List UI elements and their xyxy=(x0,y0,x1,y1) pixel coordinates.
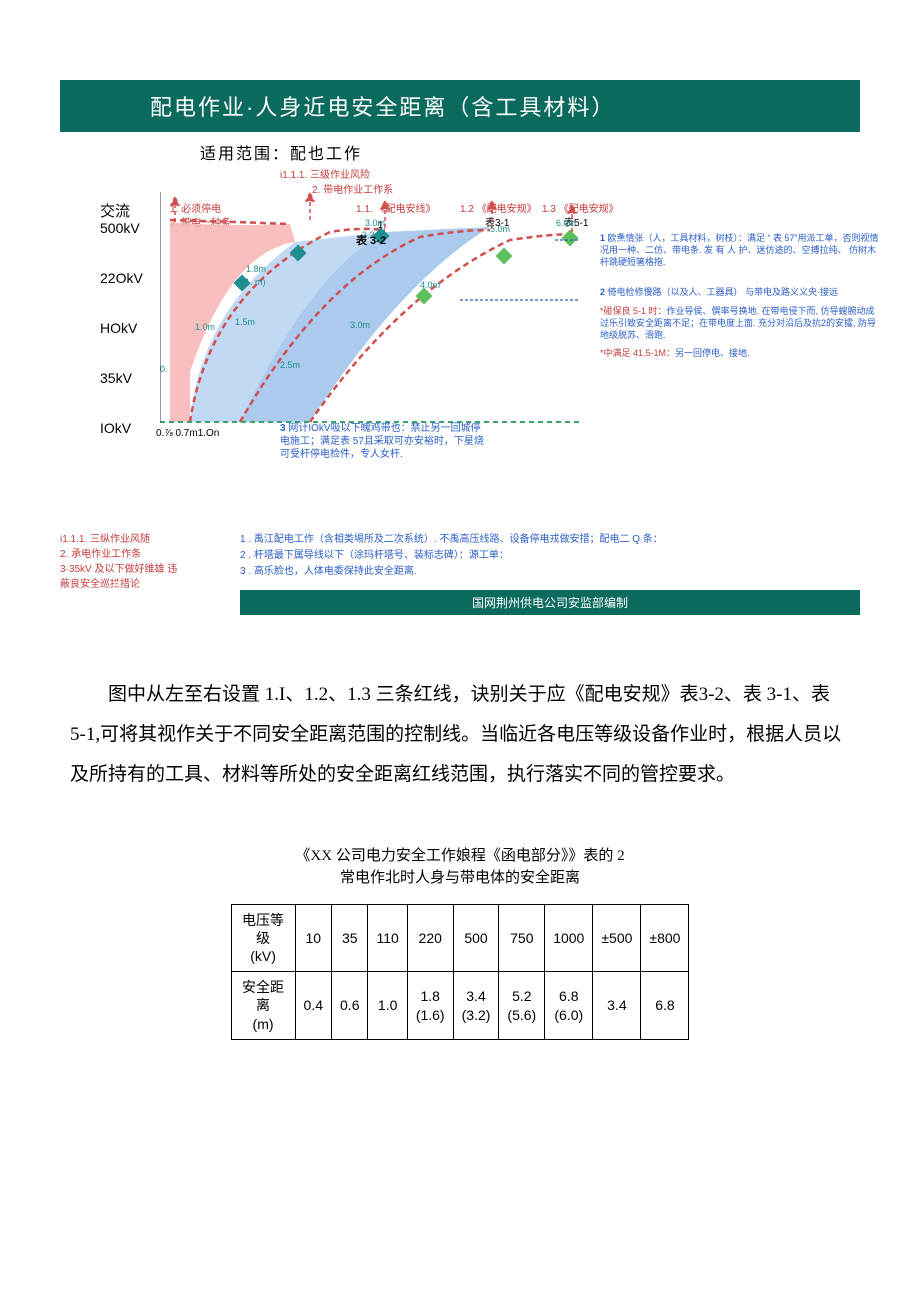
table-cell: ±800 xyxy=(641,904,689,972)
table-cell: 0.6 xyxy=(332,972,368,1040)
row1-label: 电压等级 (kV) xyxy=(231,904,295,972)
arrow-tag-2: 1 xyxy=(378,220,383,230)
safety-distance-chart: 交流 500kV 22OkV HOkV 35kV IOkV i1.1.1. 三级… xyxy=(60,172,860,502)
table-cell: 0.4 xyxy=(295,972,331,1040)
y-label-500: 500kV xyxy=(100,220,140,236)
val-18: 1.8m xyxy=(246,264,266,274)
table-cell: 500 xyxy=(453,904,499,972)
y-label-10: IOkV xyxy=(100,420,131,436)
body-paragraph: 图中从左至右设置 1.I、1.2、1.3 三条红线，诀别关于应《配电安规》表3-… xyxy=(60,675,860,795)
footer-right: 1 . 禹江配电工作（含相类埸所及二次系统）. 不禹高压线路、设备停电戎做安措；… xyxy=(240,532,860,580)
table-cell: 110 xyxy=(368,904,407,972)
table-row: 电压等级 (kV) 10 35 110 220 500 750 1000 ±50… xyxy=(231,904,689,972)
table-cell: 750 xyxy=(499,904,545,972)
table-cell: ±500 xyxy=(593,904,641,972)
x-ticks: 0.⅞ 0.7m1.On xyxy=(156,428,219,439)
center-32: 表 3-2 xyxy=(356,232,386,248)
table-cell: 6.8 (6.0) xyxy=(545,972,593,1040)
footer-left: i1.1.1. 三纵作业风随 2. 承电作业工作条 3·35kV 及以下做好维雄… xyxy=(60,532,230,592)
y-axis-title: 交流 xyxy=(100,200,130,221)
val-25: 2.5m xyxy=(280,360,300,370)
table-cell: 3.4 (3.2) xyxy=(453,972,499,1040)
footer-block: i1.1.1. 三纵作业风随 2. 承电作业工作条 3·35kV 及以下做好维雄… xyxy=(60,532,860,615)
dot-0: 0. xyxy=(160,364,168,374)
table-cell: 1.0 xyxy=(368,972,407,1040)
table-cell: 35 xyxy=(332,904,368,972)
table-cell: 1.8 (1.6) xyxy=(407,972,453,1040)
table-cell: 6.8 xyxy=(641,972,689,1040)
table-row: 安全距离 (m) 0.4 0.6 1.0 1.8 (1.6) 3.4 (3.2)… xyxy=(231,972,689,1040)
chart-svg: 3.0m 3.2m 1.8m (1. m) 1.0m 1.5m 2.5m 3.0… xyxy=(160,192,580,442)
y-label-110: HOkV xyxy=(100,320,137,336)
table-cell: 5.2 (5.6) xyxy=(499,972,545,1040)
val-15: 1.5m xyxy=(235,317,255,327)
safety-distance-table: 电压等级 (kV) 10 35 110 220 500 750 1000 ±50… xyxy=(231,904,690,1040)
val-10: 1.0m xyxy=(195,322,215,332)
y-label-35: 35kV xyxy=(100,370,132,386)
table-cell: 10 xyxy=(295,904,331,972)
table-cell: 3.4 xyxy=(593,972,641,1040)
table-cell: 220 xyxy=(407,904,453,972)
val-40: 4.0m xyxy=(420,280,440,290)
row2-label: 安全距离 (m) xyxy=(231,972,295,1040)
val-30b: 3.0m xyxy=(350,320,370,330)
val-1m: (1. m) xyxy=(242,277,266,287)
val-60: 6.0m xyxy=(556,218,576,228)
table-title: 《XX 公司电力安全工作娘程《函电部分》》表的 2 常电作北时人身与带电体的安全… xyxy=(60,845,860,890)
scope-label: 适用范围：配也工作 xyxy=(60,132,860,172)
credit-bar: 国网荆州供电公司安监部编制 xyxy=(240,590,860,615)
y-label-220: 22OkV xyxy=(100,270,143,286)
right-notes: 1 欧㶻情张（人，工具材料，树枝）：满足 “ 表 57”用派工单，否则视情况用一… xyxy=(600,232,880,365)
val-50: 5.0m xyxy=(490,224,510,234)
page-banner: 配电作业·人身近电安全距离（含工具材料） xyxy=(60,80,860,132)
mid-note: 3 网计IOkV吸以下魄鸡带也：禁止另一回城停电施工；满足表 57且采取可亦安裕… xyxy=(280,422,490,461)
table-cell: 1000 xyxy=(545,904,593,972)
